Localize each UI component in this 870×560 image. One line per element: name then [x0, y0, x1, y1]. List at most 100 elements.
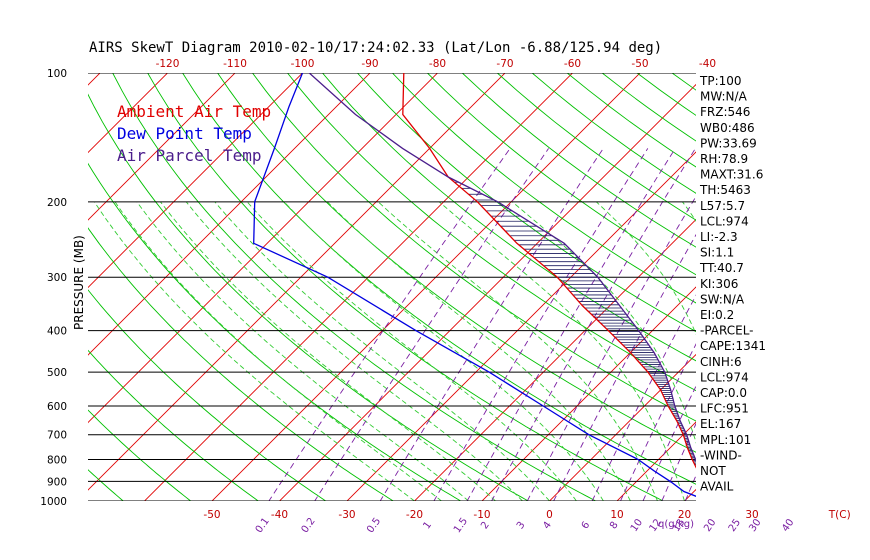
bottom-temp-tick-label: 20: [678, 509, 691, 521]
moist-adiabat-line: [93, 201, 415, 501]
isotherm-line: [88, 73, 371, 356]
index-value: TT:40.7: [699, 261, 744, 275]
top-temp-tick-label: -70: [496, 58, 513, 70]
mixing-ratio-tick-label: 10: [629, 517, 645, 534]
mixing-ratio-tick-label: 0.2: [300, 516, 318, 535]
index-value: LFC:951: [700, 402, 749, 416]
top-temp-tick-label: -120: [156, 58, 180, 70]
mixing-ratio-tick-label: 1: [421, 520, 434, 532]
mixing-ratio-tick-label: 8: [608, 520, 621, 532]
isotherm-line: [143, 73, 574, 501]
mixing-ratio-line: [491, 148, 696, 501]
mixing-ratio-tick-label: 0.1: [254, 516, 272, 535]
index-value: CAP:0.0: [700, 386, 747, 400]
dry-adiabat-line: [88, 409, 192, 501]
chart-title: AIRS SkewT Diagram 2010-02-10/17:24:02.3…: [89, 40, 662, 56]
mixing-ratio-tick-label: 25: [727, 517, 743, 534]
dry-adiabat-line: [391, 73, 696, 304]
moist-adiabat-line: [283, 201, 604, 501]
y-axis-label: PRESSURE (MB): [72, 235, 86, 330]
index-value: KI:306: [700, 277, 738, 291]
mixing-ratio-tick-label: 0.5: [365, 516, 383, 535]
dry-adiabat-line: [461, 73, 696, 248]
index-value: FRZ:546: [700, 105, 750, 119]
index-value: EI:0.2: [700, 308, 734, 322]
isotherm-line: [88, 73, 304, 289]
index-value: NOT: [700, 464, 726, 478]
moist-adiabat-line: [160, 201, 496, 501]
pressure-tick-label: 400: [47, 326, 67, 338]
legend-entry: Air Parcel Temp: [117, 146, 262, 165]
moist-adiabat-line: [438, 201, 685, 501]
mixing-ratio-line: [758, 148, 870, 510]
dry-adiabat-line: [286, 73, 696, 392]
moist-adiabat-line: [326, 201, 631, 501]
isotherm-line: [88, 73, 169, 154]
moist-adiabat-line: [214, 201, 550, 501]
legend: Ambient Air Temp Dew Point Temp Air Parcel…: [117, 102, 271, 165]
isotherm-line: [548, 353, 696, 501]
bottom-temp-tick-label: -10: [473, 509, 490, 521]
top-temp-tick-label: -60: [564, 58, 581, 70]
dry-adiabat-line: [321, 73, 696, 362]
dry-adiabat-line: [88, 227, 395, 501]
profiles: [253, 73, 696, 497]
index-value: AVAIL: [700, 480, 734, 494]
mixing-ratio-tick-label: 3: [515, 520, 528, 532]
index-value: PW:33.69: [700, 136, 757, 150]
skewt-background-lines: [88, 53, 870, 510]
mixing-ratio-line: [791, 148, 870, 510]
parcel-temp-profile: [308, 73, 696, 462]
pressure-tick-label: 800: [47, 455, 67, 467]
top-temp-tick-label: -50: [631, 58, 648, 70]
mixing-ratio-tick-label: 4: [541, 520, 554, 532]
moist-adiabat-line: [511, 201, 696, 444]
dry-adiabat-line: [748, 53, 870, 510]
index-value: CINH:6: [700, 355, 742, 369]
dry-adiabat-line: [251, 73, 696, 422]
bottom-temp-tick-label: 10: [610, 509, 623, 521]
bottom-temp-unit: T(C): [828, 509, 851, 521]
index-value: MW:N/A: [700, 90, 748, 104]
moist-adiabat-line: [377, 201, 658, 501]
dry-adiabat-line: [112, 73, 597, 501]
isotherm-line: [481, 286, 696, 501]
index-value: SW:N/A: [700, 292, 745, 306]
mixing-ratio-tick-label: 1.5: [452, 516, 470, 535]
index-value: WB0:486: [700, 121, 755, 135]
moist-adiabat-line: [819, 202, 823, 501]
mixing-ratio-tick-label: 2: [479, 520, 492, 532]
index-value: -PARCEL-: [700, 324, 754, 338]
top-temp-tick-label: -110: [223, 58, 247, 70]
mixing-ratio-tick-label: 40: [780, 517, 796, 534]
isotherm-line: [211, 73, 641, 501]
dry-adiabat-line: [496, 73, 696, 221]
index-value: SI:1.1: [700, 246, 734, 260]
index-value: -WIND-: [700, 448, 742, 462]
index-value: TH:5463: [699, 183, 751, 197]
index-value: LCL:974: [700, 370, 749, 384]
dry-adiabat-line: [671, 73, 696, 91]
index-value: TP:100: [699, 74, 742, 88]
ambient-temp-profile: [402, 73, 696, 469]
isotherm-line: [88, 73, 236, 221]
index-value: MAXT:31.6: [700, 168, 763, 182]
dry-adiabat-line: [147, 73, 665, 501]
dry-adiabat-line: [850, 53, 870, 510]
top-temp-tick-label: -100: [291, 58, 315, 70]
isotherm-line: [88, 73, 439, 424]
top-temp-tick-label: -40: [699, 58, 716, 70]
dry-adiabat-line: [782, 53, 870, 510]
cape-hatching: [454, 181, 696, 467]
index-value: L57:5.7: [700, 199, 745, 213]
dry-adiabat-line: [816, 53, 870, 510]
dry-adiabat-line: [182, 73, 696, 485]
mixing-ratio-tick-label: 20: [702, 517, 718, 534]
index-value: LI:-2.3: [700, 230, 738, 244]
dry-adiabat-line: [88, 162, 462, 501]
pressure-tick-label: 500: [47, 367, 67, 379]
top-temp-tick-label: -80: [429, 58, 446, 70]
dry-adiabat-line: [356, 73, 696, 333]
dry-adiabat-line: [88, 289, 327, 501]
